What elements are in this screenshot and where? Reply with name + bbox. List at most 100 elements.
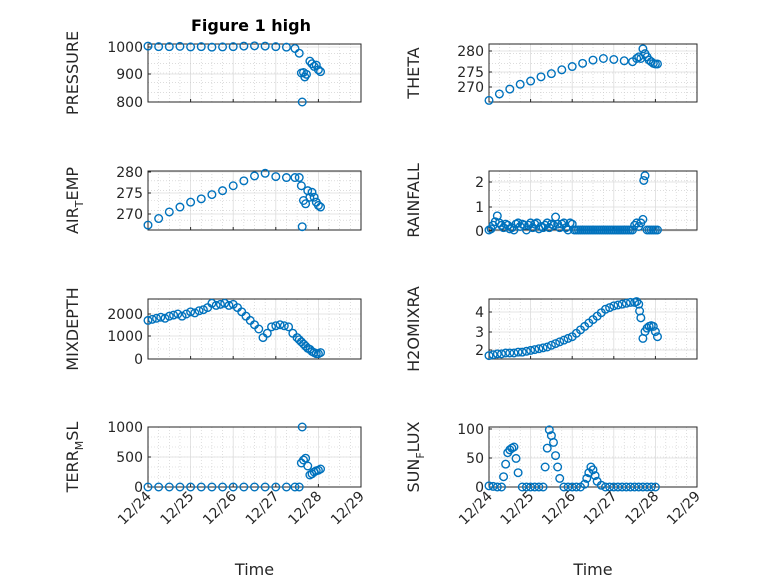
data-point xyxy=(249,171,259,181)
data-point xyxy=(254,324,264,334)
y-axis-label: AIRTEMP xyxy=(63,167,86,234)
y-axis-label-tail: EMP xyxy=(63,167,82,201)
y-tick-label: 900 xyxy=(116,67,143,83)
y-axis-label-main: H2OMIXRA xyxy=(404,286,423,372)
data-point xyxy=(313,200,323,210)
data-point xyxy=(588,465,598,475)
data-point xyxy=(194,306,204,316)
data-point xyxy=(262,328,272,338)
data-point xyxy=(648,321,658,331)
y-tick-label: 500 xyxy=(116,450,143,466)
axes-frame xyxy=(488,426,698,488)
data-point xyxy=(224,300,234,310)
data-point xyxy=(186,197,196,207)
data-point xyxy=(496,220,506,230)
data-point xyxy=(555,473,565,483)
y-axis-label-subscript: M xyxy=(73,441,86,451)
axes-frame xyxy=(147,43,362,103)
y-axis-label: RAINFALL xyxy=(404,163,423,238)
data-point xyxy=(499,472,509,482)
series-markers xyxy=(143,422,326,492)
panel-h2omixra: 2 3 4 H2OMIXRA xyxy=(404,286,698,372)
data-point xyxy=(239,482,249,492)
data-point xyxy=(275,320,285,330)
data-point xyxy=(509,348,519,358)
y-tick-label: 2 xyxy=(475,175,484,191)
data-point xyxy=(492,349,502,359)
y-axis-label-main: SUN xyxy=(404,459,423,493)
data-point xyxy=(578,58,588,68)
data-point xyxy=(548,437,558,447)
x-tick-label: 12/28 xyxy=(622,489,662,529)
data-point xyxy=(271,42,281,52)
data-point xyxy=(164,311,174,321)
data-point xyxy=(546,69,556,79)
data-point xyxy=(505,348,515,358)
data-point xyxy=(501,348,511,358)
data-point xyxy=(646,482,656,492)
data-point xyxy=(580,479,590,489)
y-axis-label-main: RAINFALL xyxy=(404,163,423,238)
data-point xyxy=(228,181,238,191)
x-axis-label: Time xyxy=(234,560,274,579)
figure-title: Figure 1 high xyxy=(191,16,311,35)
data-point xyxy=(207,42,217,52)
data-point xyxy=(605,482,615,492)
data-point xyxy=(600,482,610,492)
data-point xyxy=(294,48,304,58)
y-axis-label-subscript: T xyxy=(73,200,86,208)
data-point xyxy=(609,54,619,64)
data-point xyxy=(513,468,523,478)
data-point xyxy=(625,482,635,492)
data-point xyxy=(143,315,153,325)
data-point xyxy=(279,321,289,331)
axes-frame xyxy=(147,170,362,231)
data-point xyxy=(305,192,315,202)
x-tick-label: 12/25 xyxy=(158,489,198,529)
data-point xyxy=(621,482,631,492)
data-point xyxy=(553,462,563,472)
y-tick-label: 2000 xyxy=(107,307,143,323)
data-point xyxy=(281,173,291,183)
data-point xyxy=(143,482,153,492)
data-point xyxy=(316,67,326,77)
data-point xyxy=(186,42,196,52)
data-point xyxy=(196,194,206,204)
data-point xyxy=(154,42,164,52)
y-axis-label-tail: SL xyxy=(63,422,82,441)
data-point xyxy=(551,451,561,461)
data-point xyxy=(316,348,326,358)
data-point xyxy=(218,42,228,52)
y-axis-label: TERRMSL xyxy=(63,422,86,494)
data-point xyxy=(215,299,225,309)
data-point xyxy=(559,335,569,345)
series-markers xyxy=(484,44,662,105)
data-point xyxy=(305,56,315,66)
series-markers xyxy=(143,41,326,107)
data-point xyxy=(260,41,270,51)
data-point xyxy=(294,173,304,183)
data-point xyxy=(175,41,185,51)
data-point xyxy=(609,301,619,311)
data-point xyxy=(538,343,548,353)
y-axis-label: H2OMIXRA xyxy=(404,286,423,372)
y-axis-label: THETA xyxy=(404,47,423,99)
data-point xyxy=(316,464,326,474)
data-point xyxy=(190,308,200,318)
data-point xyxy=(551,339,561,349)
data-point xyxy=(175,482,185,492)
panel-mixdepth: 0 1000 2000 MIXDEPTH xyxy=(63,287,362,371)
data-point xyxy=(542,443,552,453)
data-point xyxy=(313,65,323,75)
y-tick-label: 275 xyxy=(457,65,484,81)
axes-frame xyxy=(488,43,698,103)
data-point xyxy=(186,482,196,492)
data-point xyxy=(613,482,623,492)
data-point xyxy=(557,65,567,75)
y-tick-label: 0 xyxy=(134,352,143,368)
y-axis-label-main: PRESSURE xyxy=(63,31,82,115)
data-point xyxy=(617,482,627,492)
x-tick-label: 12/29 xyxy=(664,489,704,529)
